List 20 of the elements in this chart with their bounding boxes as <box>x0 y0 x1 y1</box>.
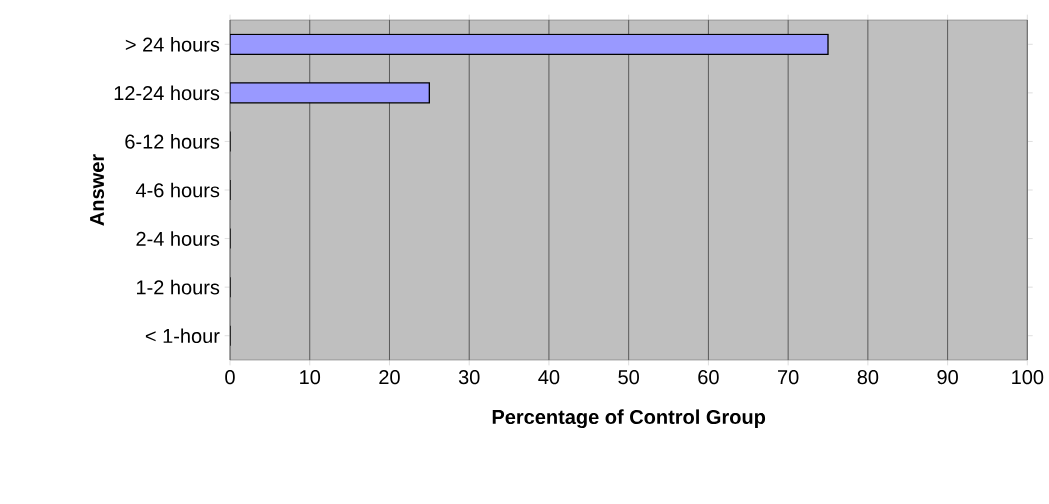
y-tick-label: 6-12 hours <box>125 134 220 149</box>
x-axis-title: Percentage of Control Group <box>492 409 766 429</box>
y-axis-title: Answer <box>90 154 105 226</box>
x-tick-label: 60 <box>698 370 719 385</box>
x-tick-label: 10 <box>300 370 321 385</box>
x-tick-label: 80 <box>857 370 879 385</box>
y-tick-label: < 1-hour <box>145 328 220 344</box>
x-tick-label: 20 <box>379 370 400 385</box>
x-tick-label: 50 <box>618 370 639 385</box>
x-tick-label: 90 <box>937 370 958 385</box>
x-tick-label: 100 <box>1012 370 1044 385</box>
y-tick-label: 12-24 hours <box>114 85 220 101</box>
y-tick-label: 4-6 hours <box>135 182 220 198</box>
x-tick-label: 40 <box>538 370 560 385</box>
y-tick-label: > 24 hours <box>125 36 220 52</box>
y-tick-label: 1-2 hours <box>136 279 220 295</box>
x-tick-label: 30 <box>458 370 480 385</box>
y-tick-label: 2-4 hours <box>136 231 220 246</box>
x-tick-label: 0 <box>225 370 235 385</box>
x-tick-label: 70 <box>778 370 799 385</box>
